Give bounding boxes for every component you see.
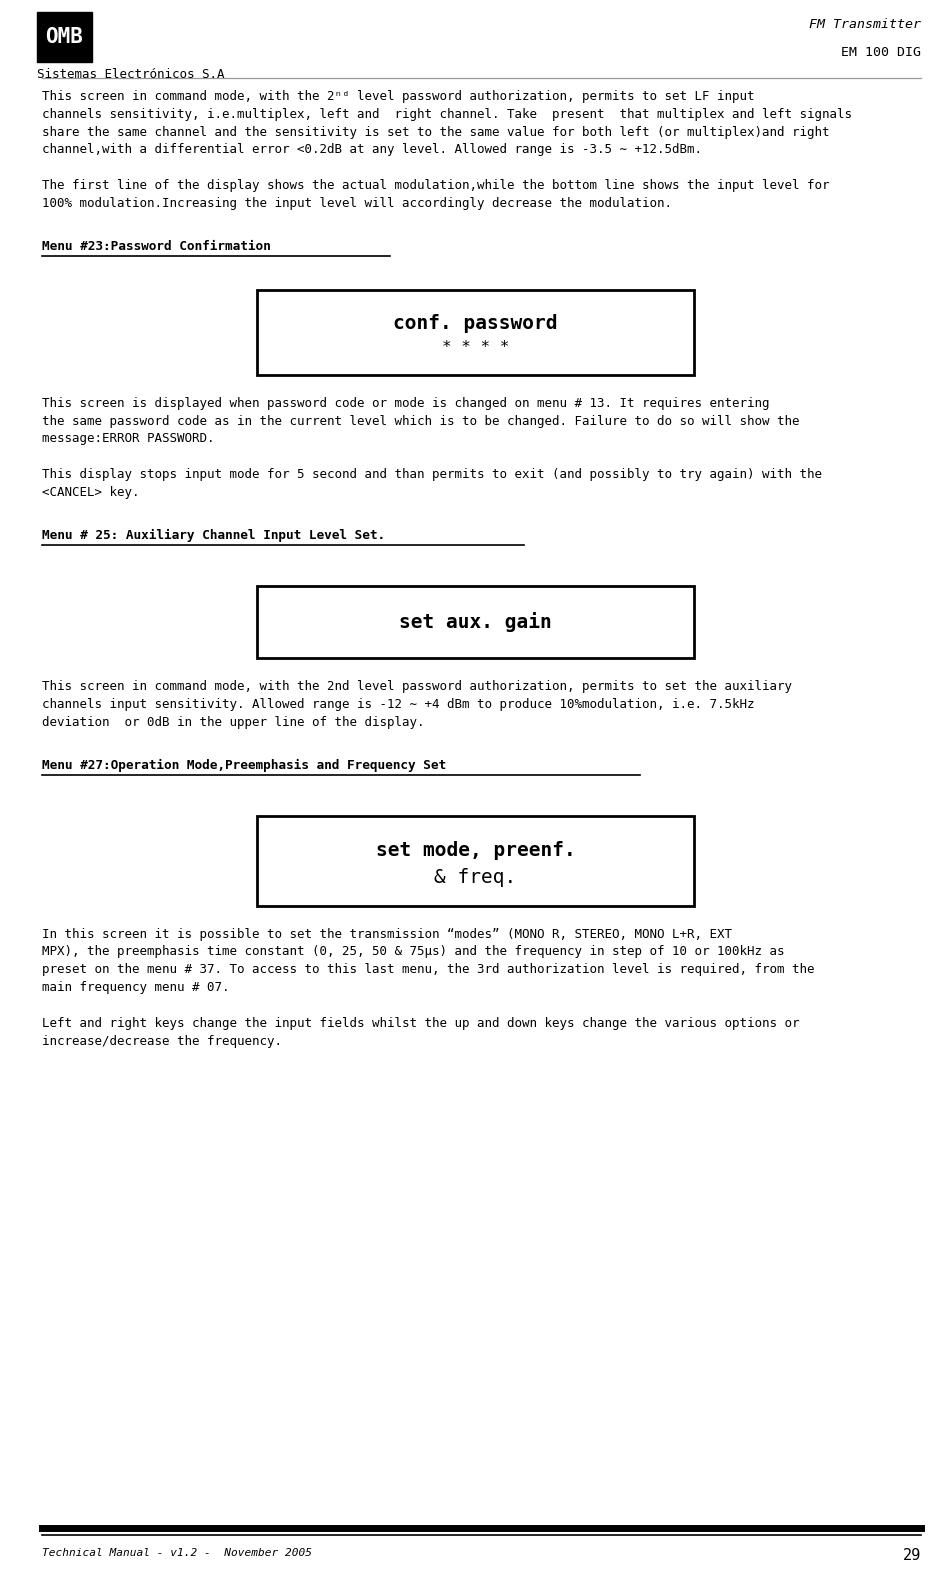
FancyBboxPatch shape xyxy=(257,290,694,375)
Text: This screen in command mode, with the 2nd level password authorization, permits : This screen in command mode, with the 2n… xyxy=(42,681,792,693)
Text: Menu #27:Operation Mode,Preemphasis and Frequency Set: Menu #27:Operation Mode,Preemphasis and … xyxy=(42,758,446,771)
Text: conf. password: conf. password xyxy=(394,313,557,332)
Text: channels input sensitivity. Allowed range is -12 ∼ +4 dBm to produce 10%modulati: channels input sensitivity. Allowed rang… xyxy=(42,698,754,711)
Text: set aux. gain: set aux. gain xyxy=(399,613,552,632)
Text: In this screen it is possible to set the transmission “modes” (MONO R, STEREO, M: In this screen it is possible to set the… xyxy=(42,928,732,940)
Text: deviation  or 0dB in the upper line of the display.: deviation or 0dB in the upper line of th… xyxy=(42,716,424,728)
FancyBboxPatch shape xyxy=(257,586,694,659)
Text: This display stops input mode for 5 second and than permits to exit (and possibl: This display stops input mode for 5 seco… xyxy=(42,469,822,481)
Text: EM 100 DIG: EM 100 DIG xyxy=(841,46,921,59)
Text: Left and right keys change the input fields whilst the up and down keys change t: Left and right keys change the input fie… xyxy=(42,1016,800,1031)
FancyBboxPatch shape xyxy=(257,815,694,905)
Text: The first line of the display shows the actual modulation,while the bottom line : The first line of the display shows the … xyxy=(42,179,829,192)
Text: OMB: OMB xyxy=(46,27,84,47)
Text: set mode, preenf.: set mode, preenf. xyxy=(376,841,575,860)
Text: 100% modulation.Increasing the input level will accordingly decrease the modulat: 100% modulation.Increasing the input lev… xyxy=(42,196,672,211)
Text: the same password code as in the current level which is to be changed. Failure t: the same password code as in the current… xyxy=(42,415,800,427)
Text: share the same channel and the sensitivity is set to the same value for both lef: share the same channel and the sensitivi… xyxy=(42,125,829,139)
Text: * * * *: * * * * xyxy=(442,339,509,355)
Text: Menu # 25: Auxiliary Channel Input Level Set.: Menu # 25: Auxiliary Channel Input Level… xyxy=(42,529,385,541)
Text: & freq.: & freq. xyxy=(435,867,516,886)
Text: Technical Manual - v1.2 -  November 2005: Technical Manual - v1.2 - November 2005 xyxy=(42,1548,312,1558)
Text: 29: 29 xyxy=(902,1548,921,1562)
Text: This screen is displayed when password code or mode is changed on menu # 13. It : This screen is displayed when password c… xyxy=(42,397,769,410)
FancyBboxPatch shape xyxy=(37,13,92,62)
Text: increase/decrease the frequency.: increase/decrease the frequency. xyxy=(42,1035,282,1048)
Text: Sistemas Electrónicos S.A: Sistemas Electrónicos S.A xyxy=(37,68,224,81)
Text: MPX), the preemphasis time constant (0, 25, 50 & 75μs) and the frequency in step: MPX), the preemphasis time constant (0, … xyxy=(42,945,785,958)
Text: preset on the menu # 37. To access to this last menu, the 3rd authorization leve: preset on the menu # 37. To access to th… xyxy=(42,962,814,977)
Text: Menu #23:Password Confirmation: Menu #23:Password Confirmation xyxy=(42,241,271,253)
Text: message:ERROR PASSWORD.: message:ERROR PASSWORD. xyxy=(42,432,215,445)
Text: channel,with a differential error <0.2dB at any level. Allowed range is -3.5 ∼ +: channel,with a differential error <0.2dB… xyxy=(42,144,702,157)
Text: channels sensitivity, i.e.multiplex, left and  right channel. Take  present  tha: channels sensitivity, i.e.multiplex, lef… xyxy=(42,108,852,120)
Text: <CANCEL> key.: <CANCEL> key. xyxy=(42,486,140,499)
Text: This screen in command mode, with the 2ⁿᵈ level password authorization, permits : This screen in command mode, with the 2ⁿ… xyxy=(42,90,754,103)
Text: main frequency menu # 07.: main frequency menu # 07. xyxy=(42,981,229,994)
Text: FM Transmitter: FM Transmitter xyxy=(809,17,921,32)
